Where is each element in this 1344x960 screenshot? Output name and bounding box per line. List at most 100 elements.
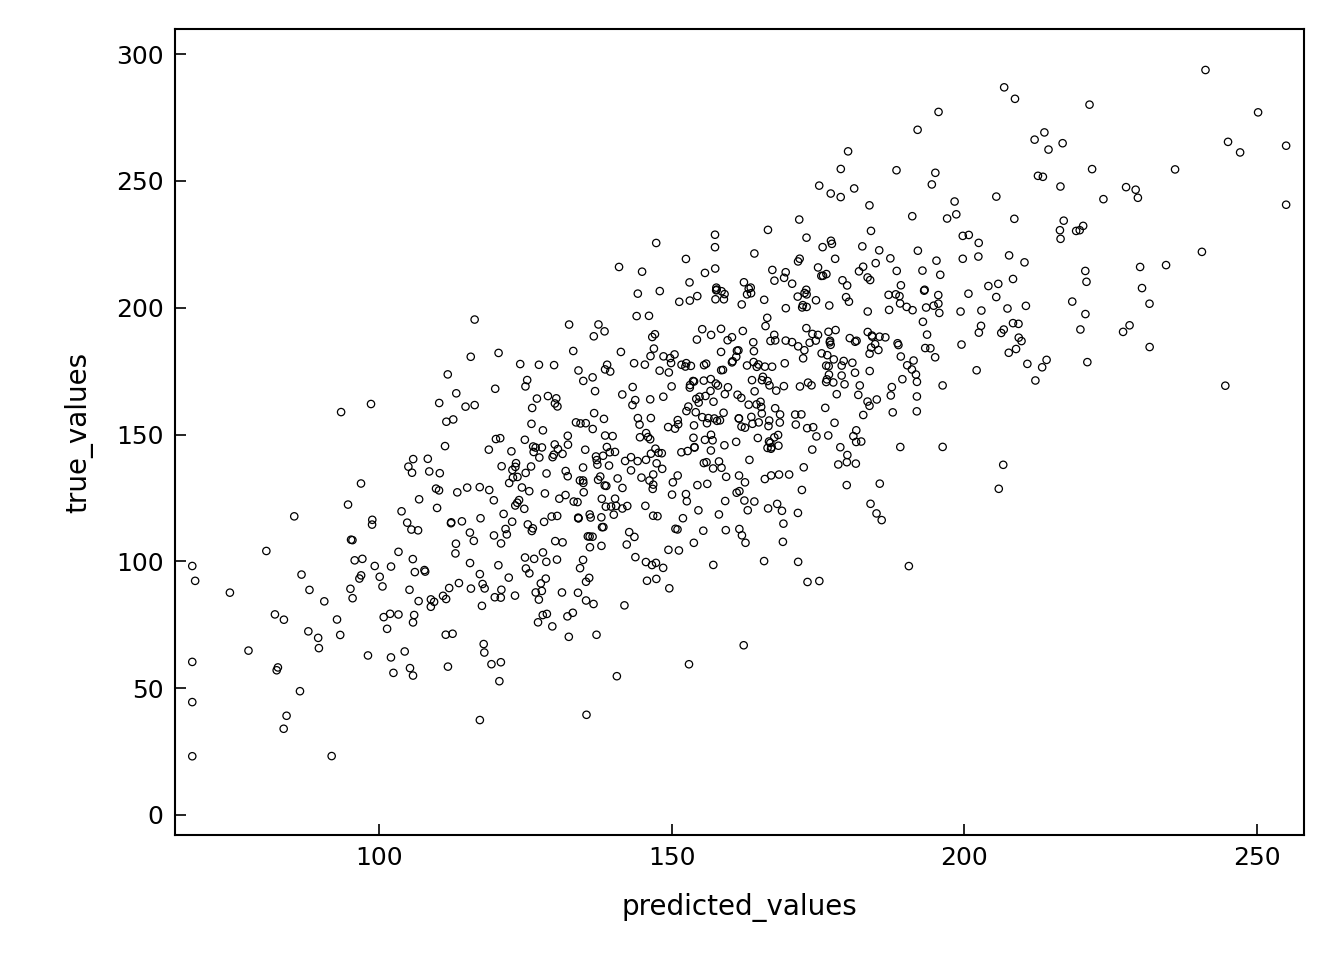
Point (555, 464, 577, 479)
Point (751, 406, 773, 421)
Point (871, 513, 892, 528)
Point (732, 324, 754, 339)
Point (866, 255, 887, 271)
Point (573, 460, 594, 475)
Point (691, 322, 712, 337)
Point (700, 427, 722, 443)
Point (573, 373, 594, 389)
Point (767, 438, 789, 453)
Point (692, 410, 714, 425)
Point (765, 400, 786, 416)
Point (831, 189, 852, 204)
Point (758, 501, 780, 516)
Point (491, 582, 512, 597)
Point (472, 598, 493, 613)
Point (824, 252, 845, 267)
Point (488, 346, 509, 361)
Point (757, 222, 778, 237)
Point (968, 324, 989, 340)
Point (836, 290, 857, 305)
Point (728, 521, 750, 537)
Point (966, 363, 988, 378)
Point (445, 386, 466, 401)
Point (351, 476, 372, 492)
Point (544, 437, 566, 452)
Point (788, 554, 809, 569)
Point (844, 365, 866, 380)
Point (921, 177, 942, 192)
Point (484, 381, 505, 396)
Point (763, 327, 785, 343)
Point (508, 492, 530, 508)
Point (789, 212, 810, 228)
Point (663, 474, 684, 490)
Point (1034, 125, 1055, 140)
Point (1138, 296, 1160, 311)
Point (664, 421, 685, 437)
Point (741, 409, 762, 424)
Point (523, 551, 544, 566)
Point (898, 559, 919, 574)
Point (801, 377, 823, 393)
Point (708, 507, 730, 522)
Point (746, 396, 767, 412)
Point (473, 645, 495, 660)
Point (579, 540, 601, 555)
Point (668, 417, 689, 432)
Point (727, 343, 749, 358)
Point (621, 463, 642, 478)
Point (640, 432, 661, 447)
Point (727, 387, 749, 402)
Point (816, 358, 837, 373)
Point (1052, 213, 1074, 228)
Point (1024, 372, 1046, 388)
Point (478, 442, 500, 457)
Point (544, 396, 566, 411)
Point (679, 380, 700, 396)
Point (741, 280, 762, 296)
Point (573, 552, 594, 567)
Point (818, 298, 840, 313)
Point (667, 413, 688, 428)
Point (495, 521, 516, 537)
Point (435, 627, 457, 642)
Point (414, 564, 435, 579)
Point (491, 536, 512, 551)
Point (1027, 168, 1048, 183)
Point (574, 442, 595, 457)
Point (587, 317, 609, 332)
Point (266, 662, 288, 678)
Point (1129, 259, 1150, 275)
Point (832, 273, 853, 288)
Point (698, 411, 719, 426)
Point (551, 585, 573, 600)
Point (925, 165, 946, 180)
Point (958, 228, 980, 243)
Point (915, 300, 937, 315)
Point (528, 450, 550, 466)
Point (1215, 378, 1236, 394)
Point (886, 263, 907, 278)
Point (761, 468, 782, 483)
Point (1062, 294, 1083, 309)
Point (445, 536, 466, 551)
Point (652, 561, 673, 576)
Point (362, 516, 383, 532)
Point (407, 522, 429, 538)
Point (952, 228, 973, 244)
Point (788, 339, 809, 354)
Point (906, 403, 927, 419)
Point (540, 509, 562, 524)
Point (793, 343, 814, 358)
Point (521, 523, 543, 539)
Point (925, 349, 946, 365)
Point (595, 478, 617, 493)
Point (977, 278, 999, 294)
Point (626, 308, 648, 324)
Point (769, 467, 790, 482)
Point (852, 259, 874, 275)
Point (759, 333, 781, 348)
Point (958, 286, 980, 301)
Point (747, 430, 769, 445)
Point (817, 428, 839, 444)
